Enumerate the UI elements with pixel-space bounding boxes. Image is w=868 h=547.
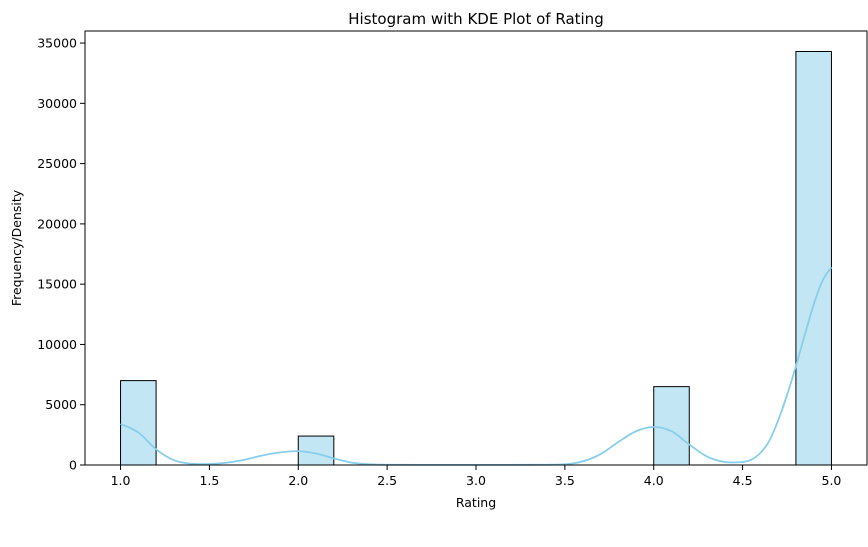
kde-group — [120, 266, 833, 466]
x-tick-label: 1.5 — [199, 473, 219, 488]
x-axis-label: Rating — [456, 495, 496, 510]
y-tick-label: 5000 — [45, 397, 77, 412]
plot-frame — [84, 30, 868, 466]
x-tick-label: 3.0 — [466, 473, 486, 488]
histogram-bar-3 — [795, 50, 832, 466]
x-tick-label: 4.5 — [733, 473, 753, 488]
x-tick-label: 4.0 — [644, 473, 664, 488]
x-tick-label: 3.5 — [555, 473, 575, 488]
y-axis-label: Frequency/Density — [9, 189, 24, 306]
x-tick-label: 2.5 — [377, 473, 397, 488]
y-tick-label: 20000 — [37, 216, 77, 231]
x-ticks: 1.0 1.5 2.0 2.5 3.0 3.5 4.0 4.5 5.0 — [111, 465, 842, 488]
x-tick-label: 1.0 — [111, 473, 131, 488]
x-tick-label: 2.0 — [288, 473, 308, 488]
x-tick-label: 5.0 — [822, 473, 842, 488]
y-tick-label: 10000 — [37, 337, 77, 352]
y-tick-label: 0 — [69, 458, 77, 473]
y-tick-label: 35000 — [37, 36, 77, 51]
histogram-bar-1 — [297, 435, 335, 466]
y-ticks: 0 5000 10000 15000 20000 25000 30000 35000 — [37, 36, 85, 473]
chart-title: Histogram with KDE Plot of Rating — [348, 10, 603, 28]
kde-line — [120, 266, 833, 466]
histogram-bar-2 — [653, 386, 690, 466]
y-tick-label: 15000 — [37, 277, 77, 292]
histogram-bar-0 — [120, 380, 157, 466]
y-tick-label: 30000 — [37, 96, 77, 111]
bars-group — [120, 50, 832, 466]
y-tick-label: 25000 — [37, 156, 77, 171]
